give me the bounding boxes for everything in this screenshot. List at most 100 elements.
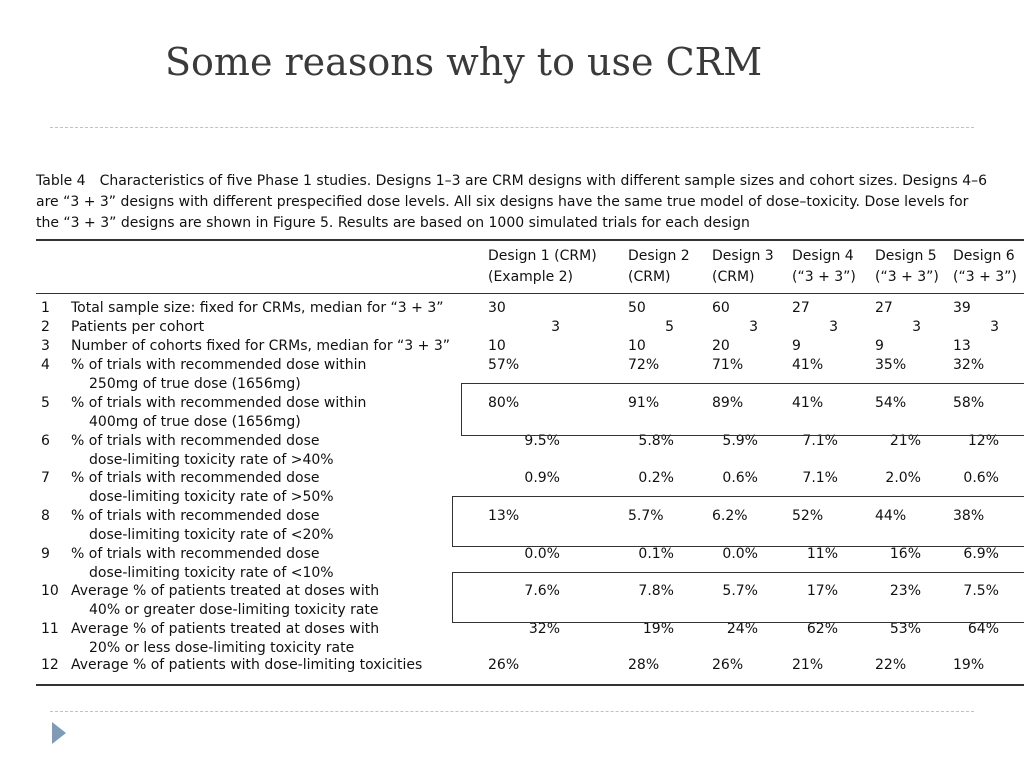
table-cell: 22% [875,657,907,673]
table-cell: 3 [829,319,838,335]
table-cell: 5.7% [722,583,758,599]
column-header-design-5: (“3 + 3”) [875,269,939,285]
table-cell: 44% [875,508,907,524]
caption-line-2: are “3 + 3” designs with different presp… [36,194,969,210]
table-cell: 27 [875,300,893,316]
table-cell: 80% [488,395,520,411]
table-cell: 9 [875,338,884,354]
table-cell: 13 [953,338,971,354]
table-cell: 3 [912,319,921,335]
table-cell: 24% [726,621,758,637]
table-cell: 58% [953,395,985,411]
highlight-box-row-10 [452,572,1024,623]
column-header-design-4: Design 4 [792,248,854,264]
table-cell: 41% [792,395,824,411]
column-header-design-6: Design 6 [953,248,1015,264]
table-cell: 28% [628,657,660,673]
row-label: Total sample size: fixed for CRMs, media… [71,300,444,316]
table-cell: 62% [806,621,838,637]
table-cell: 27 [792,300,810,316]
table-cell: 52% [792,508,824,524]
table-cell: 10 [488,338,506,354]
row-label-continued: dose-limiting toxicity rate of >50% [89,489,334,505]
column-header-design-3: Design 3 [712,248,774,264]
table-cell: 13% [488,508,520,524]
column-header-design-2: (CRM) [628,269,671,285]
table-cell: 39 [953,300,971,316]
table-cell: 20 [712,338,730,354]
table-cell: 50 [628,300,646,316]
table-cell: 89% [712,395,744,411]
column-header-design-4: (“3 + 3”) [792,269,856,285]
table-number: Table 4 [36,173,86,189]
table-cell: 16% [889,546,921,562]
table-cell: 91% [628,395,660,411]
table-cell: 3 [551,319,560,335]
row-label-continued: dose-limiting toxicity rate of <20% [89,527,334,543]
row-label: Average % of patients treated at doses w… [71,583,380,599]
table-top-rule [36,239,1024,241]
table-cell: 19% [642,621,674,637]
row-number: 6 [41,433,50,449]
table-cell: 26% [488,657,520,673]
table-cell: 32% [528,621,560,637]
table-cell: 0.0% [524,546,560,562]
table-cell: 0.1% [638,546,674,562]
table-cell: 72% [628,357,660,373]
table-cell: 7.1% [802,433,838,449]
row-number: 4 [41,357,50,373]
table-cell: 0.2% [638,470,674,486]
table-cell: 3 [749,319,758,335]
table-cell: 23% [889,583,921,599]
bottom-divider [50,711,974,712]
table-cell: 0.6% [722,470,758,486]
table-cell: 10 [628,338,646,354]
row-label-continued: 250mg of true dose (1656mg) [89,376,301,392]
highlight-box-row-5 [461,383,1024,436]
column-header-design-1: (Example 2) [488,269,574,285]
row-label: % of trials with recommended dose within [71,395,367,411]
table-cell: 41% [792,357,824,373]
table-cell: 26% [712,657,744,673]
table-cell: 0.6% [963,470,999,486]
row-number: 10 [41,583,59,599]
table-cell: 12% [967,433,999,449]
row-label-continued: 20% or less dose-limiting toxicity rate [89,640,355,656]
row-label: Average % of patients with dose-limiting… [71,657,423,673]
table-header-rule [36,293,1024,294]
table-cell: 35% [875,357,907,373]
row-label: % of trials with recommended dose within [71,357,367,373]
table-cell: 53% [889,621,921,637]
table-cell: 5.8% [638,433,674,449]
row-label-continued: dose-limiting toxicity rate of <10% [89,565,334,581]
table-cell: 2.0% [885,470,921,486]
column-header-design-5: Design 5 [875,248,937,264]
slide-title: Some reasons why to use CRM [165,40,763,84]
column-header-design-1: Design 1 (CRM) [488,248,597,264]
row-label: % of trials with recommended dose [71,508,320,524]
row-number: 7 [41,470,50,486]
table-cell: 6.2% [712,508,748,524]
table-cell: 3 [990,319,999,335]
row-label-continued: 40% or greater dose-limiting toxicity ra… [89,602,379,618]
row-number: 8 [41,508,50,524]
row-label-continued: 400mg of true dose (1656mg) [89,414,301,430]
row-label: % of trials with recommended dose [71,433,320,449]
caption-line-1: Characteristics of five Phase 1 studies.… [99,173,988,189]
table-cell: 0.9% [524,470,560,486]
row-label: Number of cohorts fixed for CRMs, median… [71,338,451,354]
row-number: 11 [41,621,59,637]
top-divider [50,127,974,128]
table-cell: 0.0% [722,546,758,562]
table-cell: 7.6% [524,583,560,599]
column-header-design-2: Design 2 [628,248,690,264]
row-label: Patients per cohort [71,319,205,335]
table-cell: 5.9% [722,433,758,449]
table-cell: 5.7% [628,508,664,524]
row-label-continued: dose-limiting toxicity rate of >40% [89,452,334,468]
table-cell: 21% [792,657,824,673]
row-number: 9 [41,546,50,562]
table-cell: 5 [665,319,674,335]
table-cell: 7.1% [802,470,838,486]
table-cell: 38% [953,508,985,524]
